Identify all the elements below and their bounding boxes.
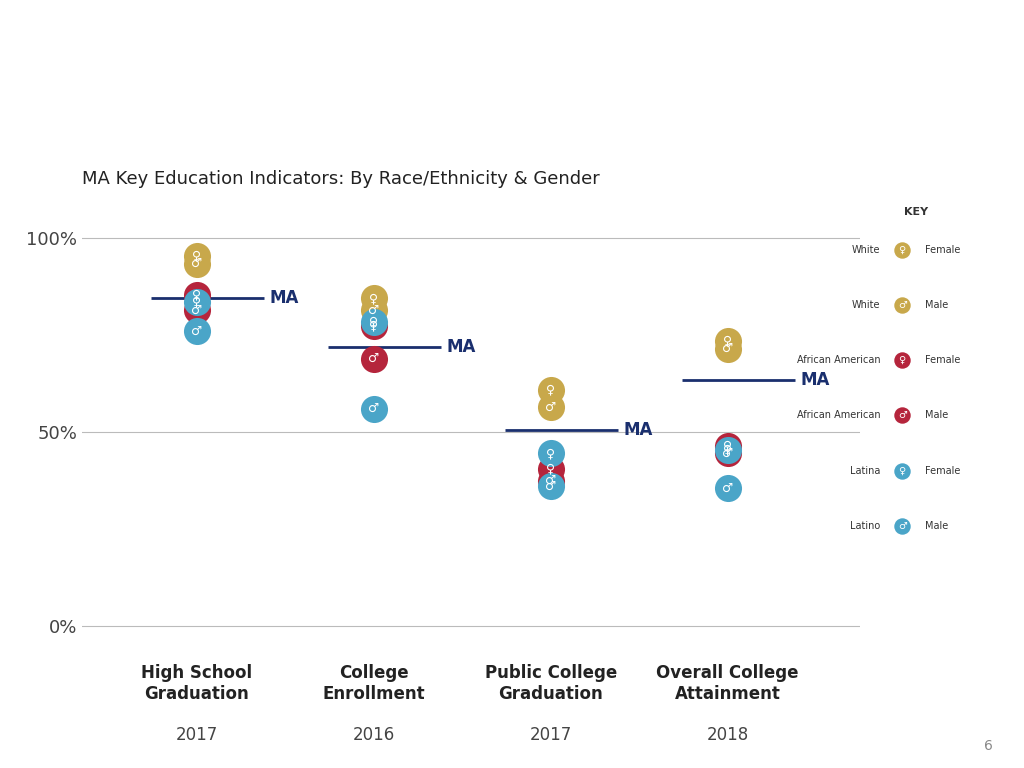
Text: ♀: ♀ — [899, 465, 905, 476]
Text: ♀: ♀ — [723, 335, 732, 348]
Point — [188, 250, 205, 262]
Text: White: White — [852, 244, 881, 255]
Point — [188, 257, 205, 270]
Point — [543, 447, 559, 459]
Text: MA Key Education Indicators: By Race/Ethnicity & Gender: MA Key Education Indicators: By Race/Eth… — [82, 170, 600, 188]
Text: ♂: ♂ — [191, 257, 203, 270]
Point — [366, 353, 382, 365]
Point — [188, 289, 205, 301]
Point — [366, 402, 382, 415]
Text: 2017: 2017 — [529, 726, 571, 743]
Text: ♂: ♂ — [545, 400, 556, 413]
Text: ♀: ♀ — [193, 288, 202, 301]
Text: KEY: KEY — [904, 207, 929, 217]
Text: MA: MA — [269, 290, 299, 307]
Text: 2017: 2017 — [176, 726, 218, 743]
Text: ♂: ♂ — [369, 352, 379, 365]
Text: ♀: ♀ — [899, 244, 905, 255]
Text: ♂: ♂ — [369, 303, 379, 316]
Text: ♂: ♂ — [545, 480, 556, 493]
Text: MA: MA — [624, 421, 652, 439]
Text: ♂: ♂ — [898, 300, 906, 310]
Text: by race/ethnicity and gender: by race/ethnicity and gender — [173, 101, 851, 143]
Text: ♀: ♀ — [546, 462, 555, 475]
Text: Public College
Graduation: Public College Graduation — [484, 664, 616, 703]
Point — [366, 319, 382, 332]
Point — [719, 439, 735, 452]
Text: 2016: 2016 — [352, 726, 395, 743]
Text: ♀: ♀ — [899, 355, 905, 366]
Text: ♂: ♂ — [898, 410, 906, 421]
Text: African American: African American — [797, 355, 881, 366]
Text: 2018: 2018 — [707, 726, 749, 743]
Point — [719, 335, 735, 347]
Text: Latina: Latina — [850, 465, 881, 476]
Text: Female: Female — [925, 465, 961, 476]
Text: MA: MA — [446, 338, 476, 356]
Point — [366, 304, 382, 316]
Text: ♂: ♂ — [722, 447, 733, 460]
Text: ♀: ♀ — [193, 250, 202, 263]
Text: ♀: ♀ — [370, 319, 378, 332]
Point — [719, 443, 735, 455]
Text: Male: Male — [925, 300, 948, 310]
Text: ♀: ♀ — [370, 315, 378, 328]
Point — [543, 480, 559, 492]
Text: ♂: ♂ — [191, 325, 203, 338]
Text: ♂: ♂ — [369, 402, 379, 415]
Text: ♂: ♂ — [722, 482, 733, 495]
Text: Female: Female — [925, 244, 961, 255]
Text: ♀: ♀ — [723, 443, 732, 456]
Text: ♀: ♀ — [546, 447, 555, 460]
Point — [543, 401, 559, 413]
Point — [188, 296, 205, 309]
Point — [188, 304, 205, 316]
Text: The rates vary significantly: The rates vary significantly — [190, 43, 834, 85]
Text: ♀: ♀ — [546, 383, 555, 396]
Text: ♀: ♀ — [370, 292, 378, 305]
Point — [719, 482, 735, 495]
Point — [366, 316, 382, 328]
Point — [543, 475, 559, 487]
Text: College
Enrollment: College Enrollment — [323, 664, 425, 703]
Text: African American: African American — [797, 410, 881, 421]
Text: ♀: ♀ — [193, 296, 202, 309]
Text: MA: MA — [800, 371, 829, 389]
Text: ♂: ♂ — [722, 343, 733, 356]
Text: ♂: ♂ — [898, 521, 906, 531]
Text: Male: Male — [925, 521, 948, 531]
Text: Female: Female — [925, 355, 961, 366]
Text: ♂: ♂ — [545, 474, 556, 487]
Text: White: White — [852, 300, 881, 310]
Point — [188, 326, 205, 338]
Point — [543, 463, 559, 475]
Text: Male: Male — [925, 410, 948, 421]
Point — [719, 447, 735, 459]
Text: 6: 6 — [984, 739, 993, 753]
Text: ♀: ♀ — [723, 439, 732, 452]
Point — [719, 343, 735, 355]
Text: ♂: ♂ — [191, 303, 203, 316]
Point — [366, 293, 382, 305]
Text: Latino: Latino — [850, 521, 881, 531]
Text: Overall College
Attainment: Overall College Attainment — [656, 664, 799, 703]
Text: High School
Graduation: High School Graduation — [141, 664, 253, 703]
Point — [543, 383, 559, 396]
